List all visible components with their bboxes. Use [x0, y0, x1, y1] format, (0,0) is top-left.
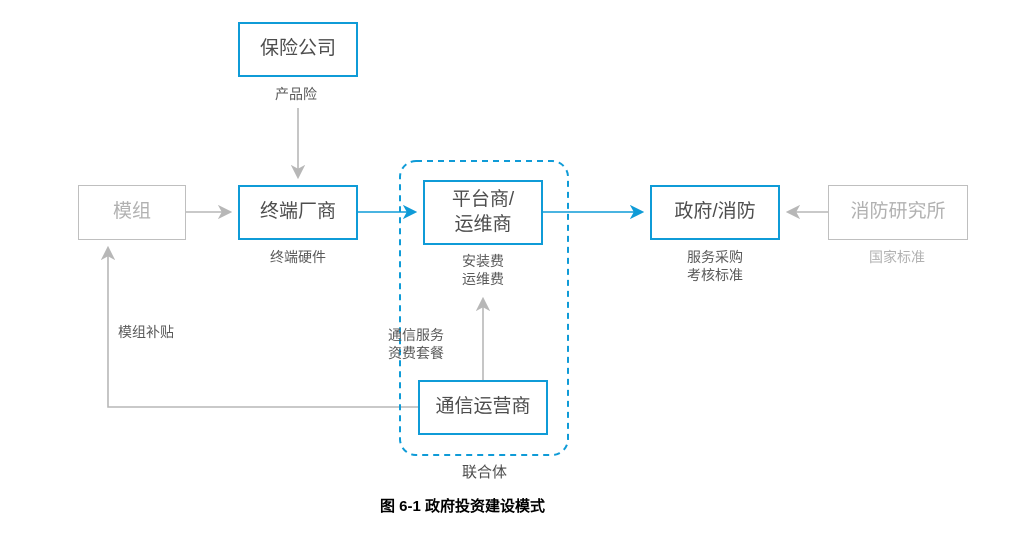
node-label: 平台商/ 运维商 — [452, 188, 514, 237]
sublabel-platform: 安装费 运维费 — [462, 252, 504, 288]
diagram-overlay — [0, 0, 1027, 553]
node-institute: 消防研究所 — [828, 185, 968, 240]
sublabel-government: 服务采购 考核标准 — [687, 248, 743, 284]
sublabel-telecom: 通信服务 资费套餐 — [388, 326, 444, 362]
figure-caption: 图 6-1 政府投资建设模式 — [380, 495, 545, 516]
sublabel-insurance: 产品险 — [275, 85, 317, 103]
node-label: 保险公司 — [260, 37, 336, 62]
node-label: 通信运营商 — [435, 395, 530, 420]
node-module: 模组 — [78, 185, 186, 240]
node-label: 消防研究所 — [850, 200, 945, 225]
node-telecom: 通信运营商 — [418, 380, 548, 435]
node-label: 政府/消防 — [674, 200, 755, 225]
node-label: 模组 — [113, 200, 151, 225]
node-terminal: 终端厂商 — [238, 185, 358, 240]
sublabel-subsidy: 模组补贴 — [118, 323, 174, 341]
node-label: 终端厂商 — [260, 200, 336, 225]
node-platform: 平台商/ 运维商 — [423, 180, 543, 245]
sublabel-institute: 国家标准 — [869, 248, 925, 266]
sublabel-terminal: 终端硬件 — [270, 248, 326, 266]
node-insurance: 保险公司 — [238, 22, 358, 77]
node-government: 政府/消防 — [650, 185, 780, 240]
sublabel-union: 联合体 — [462, 463, 507, 483]
